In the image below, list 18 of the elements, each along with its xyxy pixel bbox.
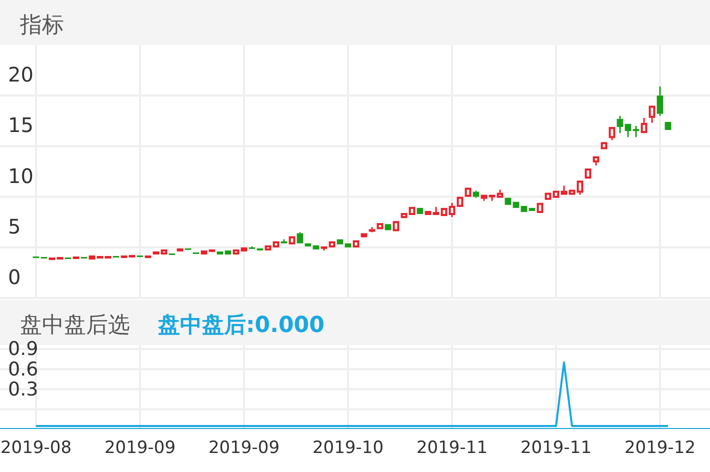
x-tick-label: 2019-11	[416, 438, 488, 458]
y-tick-label: 20	[8, 62, 34, 87]
x-tick-label: 2019-12	[624, 438, 696, 458]
x-tick-label: 2019-11	[520, 438, 592, 458]
x-tick-label: 2019-09	[208, 438, 280, 458]
y-tick-label: 10	[8, 164, 34, 188]
y-tick-label: 0.6	[8, 358, 38, 380]
y-tick-label: 0.3	[8, 378, 38, 400]
y-tick-label: 5	[8, 214, 21, 238]
chart-title: 指标	[19, 13, 64, 38]
y-tick-label: 15	[8, 113, 34, 138]
chart-subtitle: 盘中盘后:0.000	[157, 313, 324, 338]
chart-title: 盘中盘后选	[20, 313, 130, 338]
x-tick-label: 2019-10	[312, 438, 384, 458]
y-tick-label: 0	[8, 265, 21, 289]
y-tick-label: 0.9	[8, 338, 38, 360]
x-tick-label: 2019-09	[104, 438, 176, 458]
x-tick-label: 2019-08	[0, 438, 72, 458]
